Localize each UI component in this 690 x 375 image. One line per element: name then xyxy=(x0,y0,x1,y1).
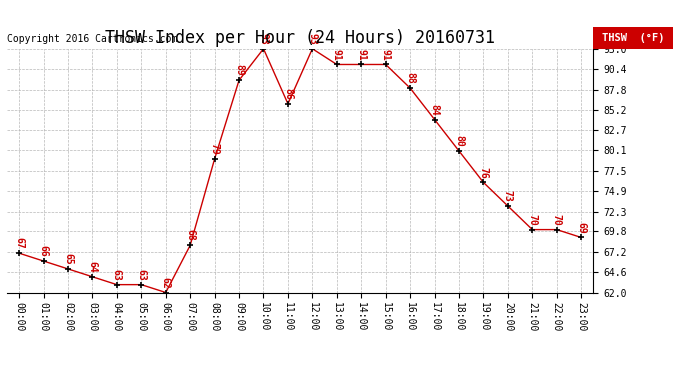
Text: 64: 64 xyxy=(88,261,97,273)
Text: 84: 84 xyxy=(430,104,440,116)
Text: 76: 76 xyxy=(478,166,489,178)
Text: 91: 91 xyxy=(381,48,391,60)
Text: 70: 70 xyxy=(552,214,562,225)
Text: 88: 88 xyxy=(405,72,415,84)
Text: THSW  (°F): THSW (°F) xyxy=(602,33,664,43)
Text: 69: 69 xyxy=(576,222,586,233)
Text: 93: 93 xyxy=(307,33,317,45)
Text: 86: 86 xyxy=(283,88,293,100)
Title: THSW Index per Hour (24 Hours) 20160731: THSW Index per Hour (24 Hours) 20160731 xyxy=(105,29,495,47)
Text: 63: 63 xyxy=(112,269,122,280)
Text: 91: 91 xyxy=(356,48,366,60)
Text: 73: 73 xyxy=(503,190,513,202)
Text: Copyright 2016 Cartronics.com: Copyright 2016 Cartronics.com xyxy=(7,34,177,44)
Text: 79: 79 xyxy=(210,143,219,154)
Text: 89: 89 xyxy=(234,64,244,76)
Text: 65: 65 xyxy=(63,253,73,265)
Text: 68: 68 xyxy=(185,230,195,241)
Text: 63: 63 xyxy=(137,269,146,280)
Text: 91: 91 xyxy=(332,48,342,60)
Text: 80: 80 xyxy=(454,135,464,147)
Text: 93: 93 xyxy=(259,33,268,45)
Text: 67: 67 xyxy=(14,237,24,249)
Text: 66: 66 xyxy=(39,245,48,257)
Text: 62: 62 xyxy=(161,277,170,288)
Text: 70: 70 xyxy=(527,214,538,225)
